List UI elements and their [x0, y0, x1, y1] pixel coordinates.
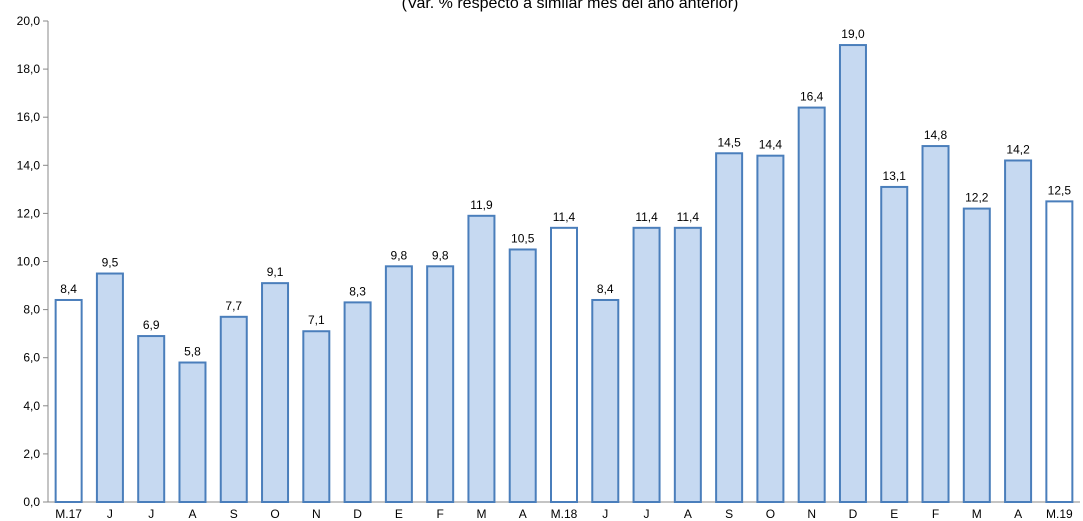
data-label: 7,1: [308, 313, 325, 327]
x-tick-label: S: [230, 507, 238, 521]
x-tick-label: J: [148, 507, 154, 521]
bar: [1004, 159, 1033, 504]
x-tick-label: J: [107, 507, 113, 521]
data-label: 11,4: [677, 210, 700, 224]
data-label: 14,4: [759, 138, 783, 152]
y-tick-label: 12,0: [17, 206, 41, 220]
data-label: 9,8: [432, 248, 449, 262]
y-tick-label: 14,0: [17, 158, 41, 172]
bar: [962, 207, 991, 503]
x-tick-label: M.17: [55, 507, 82, 521]
bar: [591, 298, 620, 504]
x-tick-label: D: [849, 507, 858, 521]
y-tick-label: 0,0: [23, 495, 40, 509]
bar: [467, 214, 496, 503]
x-tick-label: E: [395, 507, 403, 521]
bar: [797, 106, 826, 504]
data-label: 11,9: [470, 198, 493, 212]
data-label: 11,4: [635, 210, 658, 224]
x-tick-label: F: [436, 507, 443, 521]
data-label: 9,5: [102, 256, 119, 270]
y-tick-label: 20,0: [17, 14, 41, 28]
x-tick-label: M.18: [551, 507, 578, 521]
y-tick-label: 10,0: [17, 255, 41, 269]
bar: [384, 265, 413, 503]
y-tick-label: 16,0: [17, 110, 41, 124]
bar: [921, 145, 950, 503]
bar: [261, 282, 290, 503]
bar: [219, 315, 248, 503]
x-tick-label: E: [890, 507, 898, 521]
x-tick-label: M.19: [1046, 507, 1073, 521]
data-label: 11,4: [553, 210, 576, 224]
bar: [343, 301, 372, 504]
x-tick-label: O: [766, 507, 775, 521]
data-label: 19,0: [841, 27, 865, 41]
data-label: 8,3: [349, 284, 366, 298]
data-label: 6,9: [143, 318, 160, 332]
data-labels-group: 8,4 9,5 6,9 5,8 7,7 9,1 7,1 8,3 9,8 9,8 11,9 10,5 11…: [60, 27, 1071, 358]
data-label: 10,5: [511, 231, 535, 245]
x-tick-label: A: [519, 507, 527, 521]
bar: [426, 265, 455, 503]
x-tick-label: A: [684, 507, 692, 521]
data-label: 9,8: [391, 248, 408, 262]
data-label: 8,4: [60, 282, 77, 296]
bar: [302, 330, 331, 503]
y-tick-label: 6,0: [23, 351, 40, 365]
y-tick-label: 4,0: [23, 399, 40, 413]
bar: [673, 226, 702, 504]
x-tick-label: N: [312, 507, 321, 521]
y-tick-label: 18,0: [17, 62, 41, 76]
x-tick-label: A: [188, 507, 196, 521]
y-tick-label: 2,0: [23, 447, 40, 461]
x-tick-labels-group: M.17 J J A S O N D E F M A M.18 J J A S O N D E F M A M.19: [55, 507, 1073, 521]
bar: [137, 335, 166, 503]
bar: [838, 44, 867, 504]
data-label: 5,8: [184, 345, 201, 359]
bar: [756, 154, 785, 503]
x-tick-label: J: [644, 507, 650, 521]
data-label: 12,5: [1048, 183, 1072, 197]
chart-subtitle: (Var. % respecto a similar mes del año a…: [402, 0, 739, 12]
y-tick-label: 8,0: [23, 303, 40, 317]
data-label: 14,8: [924, 128, 948, 142]
x-tick-label: S: [725, 507, 733, 521]
x-tick-label: M: [972, 507, 982, 521]
data-label: 14,2: [1006, 142, 1030, 156]
y-tick-labels-group: 0,0 2,0 4,0 6,0 8,0 10,0 12,0 14,0 16,0 18,0 20,0: [17, 14, 41, 509]
x-tick-label: F: [932, 507, 939, 521]
data-label: 8,4: [597, 282, 614, 296]
x-tick-label: A: [1014, 507, 1022, 521]
bar: [550, 226, 578, 504]
data-label: 9,1: [267, 265, 284, 279]
bar: [1045, 200, 1074, 503]
x-tick-label: M: [476, 507, 486, 521]
data-label: 7,7: [225, 299, 242, 313]
x-tick-label: N: [807, 507, 816, 521]
bar: [95, 272, 124, 503]
bar: [178, 361, 207, 504]
x-tick-label: O: [270, 507, 279, 521]
bar: [880, 185, 909, 503]
bars-group: [54, 44, 1074, 504]
data-label: 16,4: [800, 90, 824, 104]
bar: [54, 298, 83, 504]
x-tick-label: J: [602, 507, 608, 521]
bar: [715, 152, 744, 503]
data-label: 13,1: [883, 169, 907, 183]
x-tick-label: D: [353, 507, 362, 521]
data-label: 14,5: [717, 135, 741, 149]
bar: [632, 226, 661, 504]
bar: [508, 248, 537, 503]
data-label: 12,2: [965, 191, 989, 205]
